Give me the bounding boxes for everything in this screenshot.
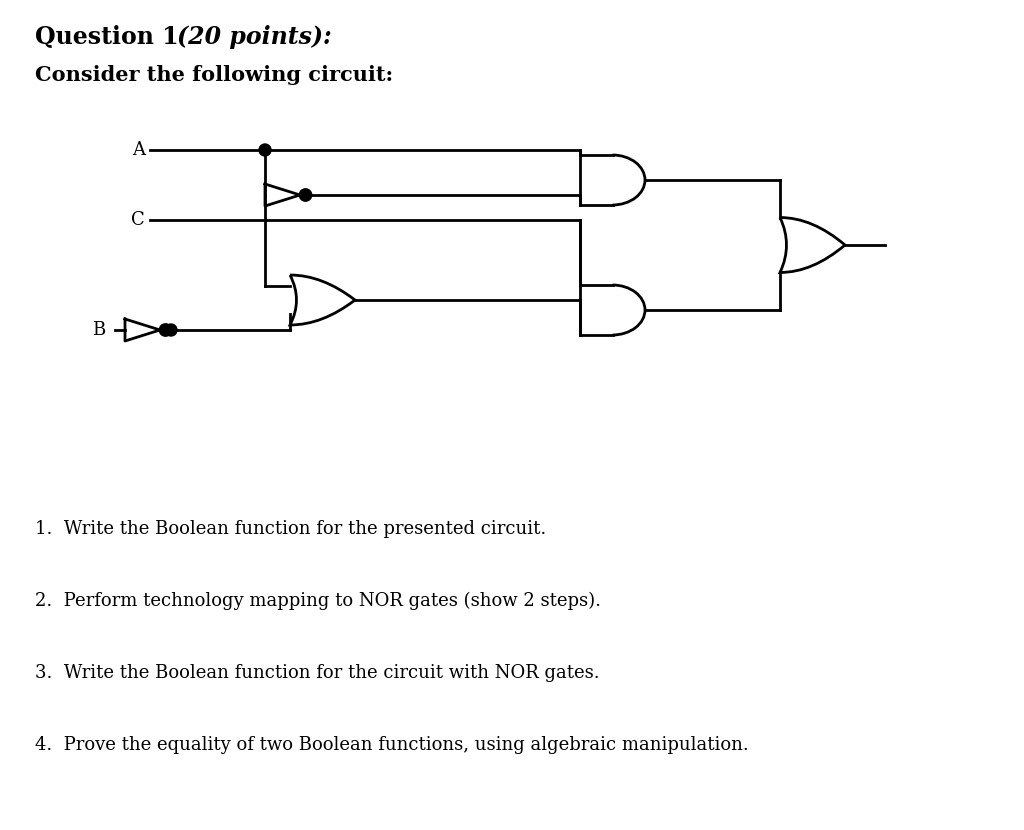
PathPatch shape	[780, 217, 845, 272]
Text: Question 1: Question 1	[35, 25, 178, 49]
Text: 3.  Write the Boolean function for the circuit with NOR gates.: 3. Write the Boolean function for the ci…	[35, 664, 600, 682]
Text: 1.  Write the Boolean function for the presented circuit.: 1. Write the Boolean function for the pr…	[35, 520, 546, 538]
Text: 2.  Perform technology mapping to NOR gates (show 2 steps).: 2. Perform technology mapping to NOR gat…	[35, 592, 601, 610]
Circle shape	[160, 325, 171, 335]
Circle shape	[165, 324, 177, 336]
Text: C: C	[131, 211, 145, 229]
Circle shape	[259, 144, 271, 156]
Circle shape	[300, 189, 311, 201]
Text: B: B	[92, 321, 105, 339]
PathPatch shape	[290, 275, 355, 325]
Text: 4.  Prove the equality of two Boolean functions, using algebraic manipulation.: 4. Prove the equality of two Boolean fun…	[35, 736, 749, 754]
Text: Consider the following circuit:: Consider the following circuit:	[35, 65, 393, 85]
Text: A: A	[132, 141, 145, 159]
Text: (20 points):: (20 points):	[177, 25, 332, 49]
